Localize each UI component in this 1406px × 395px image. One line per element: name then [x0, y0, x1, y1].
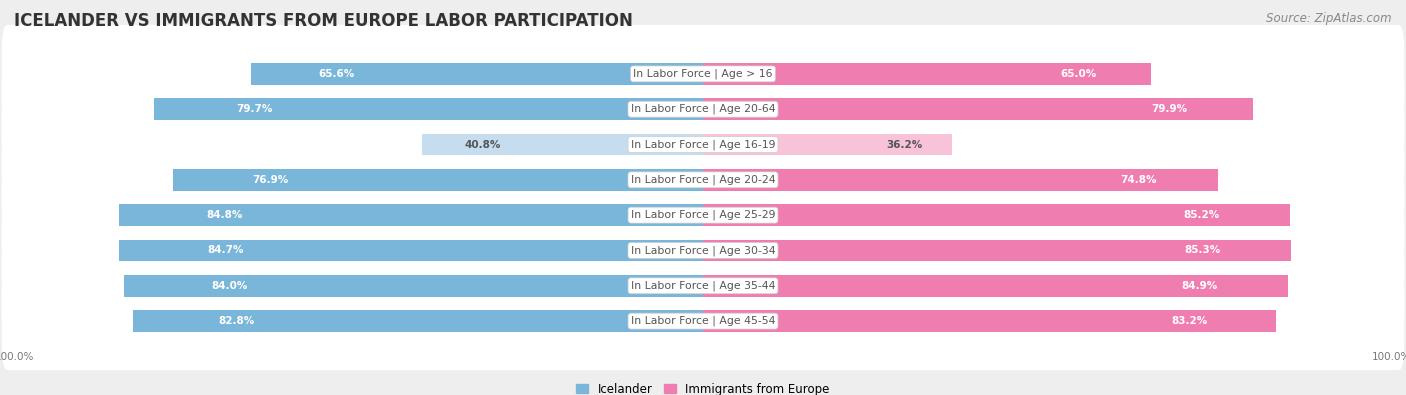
Text: 79.7%: 79.7% — [236, 104, 273, 114]
Bar — [703, 63, 1152, 85]
FancyBboxPatch shape — [1, 201, 1405, 299]
Text: 65.6%: 65.6% — [319, 69, 356, 79]
Text: 76.9%: 76.9% — [253, 175, 288, 185]
FancyBboxPatch shape — [1, 237, 1405, 335]
FancyBboxPatch shape — [1, 166, 1405, 264]
Text: Source: ZipAtlas.com: Source: ZipAtlas.com — [1267, 12, 1392, 25]
Text: 85.3%: 85.3% — [1184, 245, 1220, 256]
Text: 84.0%: 84.0% — [211, 281, 247, 291]
Text: In Labor Force | Age > 16: In Labor Force | Age > 16 — [633, 69, 773, 79]
Text: 84.7%: 84.7% — [207, 245, 243, 256]
Bar — [124, 275, 703, 297]
Bar — [132, 310, 703, 332]
Bar — [422, 134, 703, 156]
Text: 84.8%: 84.8% — [207, 210, 243, 220]
Text: In Labor Force | Age 25-29: In Labor Force | Age 25-29 — [631, 210, 775, 220]
Bar — [703, 310, 1277, 332]
FancyBboxPatch shape — [1, 131, 1405, 229]
Bar — [120, 239, 703, 261]
Text: 85.2%: 85.2% — [1184, 210, 1219, 220]
FancyBboxPatch shape — [1, 25, 1405, 123]
FancyBboxPatch shape — [1, 272, 1405, 370]
Text: 79.9%: 79.9% — [1152, 104, 1188, 114]
Bar — [703, 169, 1219, 191]
Text: 82.8%: 82.8% — [218, 316, 254, 326]
Bar — [703, 239, 1291, 261]
Bar — [703, 134, 952, 156]
FancyBboxPatch shape — [1, 60, 1405, 158]
Bar — [252, 63, 703, 85]
Text: In Labor Force | Age 30-34: In Labor Force | Age 30-34 — [631, 245, 775, 256]
Bar — [703, 204, 1289, 226]
Text: 36.2%: 36.2% — [886, 139, 922, 150]
Text: 65.0%: 65.0% — [1060, 69, 1097, 79]
Text: In Labor Force | Age 20-64: In Labor Force | Age 20-64 — [631, 104, 775, 115]
Text: 74.8%: 74.8% — [1121, 175, 1157, 185]
Text: 40.8%: 40.8% — [464, 139, 501, 150]
Bar — [153, 98, 703, 120]
Bar — [118, 204, 703, 226]
Legend: Icelander, Immigrants from Europe: Icelander, Immigrants from Europe — [576, 383, 830, 395]
Bar — [703, 98, 1254, 120]
Text: 83.2%: 83.2% — [1171, 316, 1208, 326]
Text: 84.9%: 84.9% — [1181, 281, 1218, 291]
Text: In Labor Force | Age 35-44: In Labor Force | Age 35-44 — [631, 280, 775, 291]
Bar — [173, 169, 703, 191]
Text: ICELANDER VS IMMIGRANTS FROM EUROPE LABOR PARTICIPATION: ICELANDER VS IMMIGRANTS FROM EUROPE LABO… — [14, 12, 633, 30]
FancyBboxPatch shape — [1, 96, 1405, 194]
Bar — [703, 275, 1288, 297]
Text: In Labor Force | Age 45-54: In Labor Force | Age 45-54 — [631, 316, 775, 326]
Text: In Labor Force | Age 16-19: In Labor Force | Age 16-19 — [631, 139, 775, 150]
Text: In Labor Force | Age 20-24: In Labor Force | Age 20-24 — [631, 175, 775, 185]
